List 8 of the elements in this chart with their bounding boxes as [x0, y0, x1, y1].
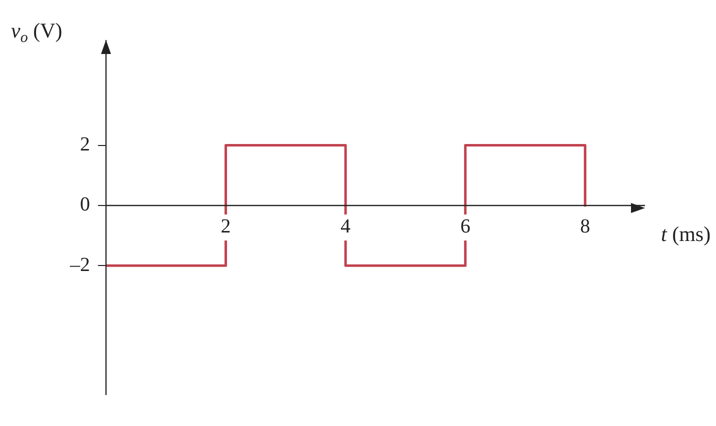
- x-tick-label: 8: [580, 216, 590, 238]
- y-tick-label: 0: [80, 194, 90, 216]
- x-tick-label: 2: [220, 216, 231, 238]
- y-tick-label: –2: [69, 254, 90, 276]
- x-axis-title: t (ms): [661, 222, 711, 246]
- y-tick-label: 2: [80, 134, 90, 156]
- x-tick-label: 4: [340, 216, 351, 238]
- x-tick-label: 6: [460, 216, 470, 238]
